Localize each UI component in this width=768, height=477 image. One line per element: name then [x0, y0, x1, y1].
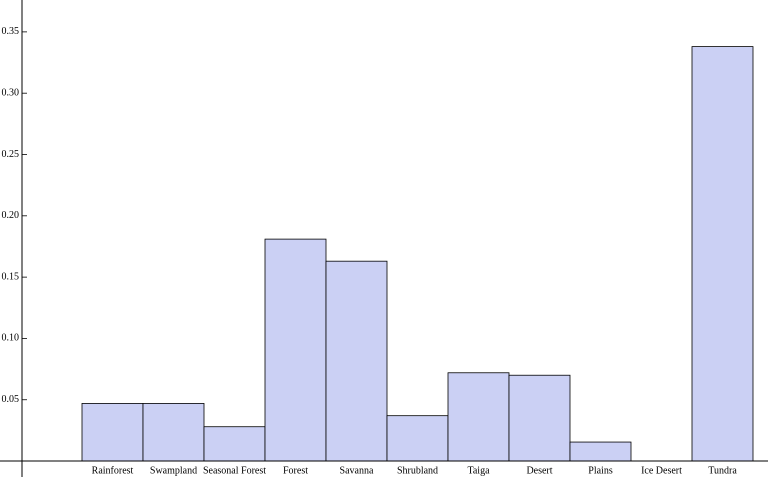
x-tick-label: Taiga	[467, 465, 490, 476]
y-tick-label: 0.25	[2, 149, 20, 160]
y-tick-label: 0.30	[2, 87, 20, 98]
x-tick-label: Ice Desert	[641, 465, 682, 476]
y-tick-label: 0.05	[2, 394, 20, 405]
x-tick-label: Plains	[588, 465, 613, 476]
x-tick-label: Swampland	[150, 465, 197, 476]
bar	[264, 238, 327, 462]
bar	[508, 374, 571, 462]
bar	[691, 46, 754, 462]
bar	[142, 403, 205, 462]
x-tick-label: Tundra	[708, 465, 737, 476]
bar	[81, 403, 144, 462]
bar	[325, 260, 388, 462]
bar	[386, 415, 449, 462]
y-tick-label: 0.10	[2, 333, 20, 344]
x-tick-label: Forest	[283, 465, 308, 476]
x-tick-label: Shrubland	[397, 465, 438, 476]
y-tick-label: 0.15	[2, 271, 20, 282]
x-tick-label: Rainforest	[92, 465, 134, 476]
x-tick-label: Desert	[526, 465, 552, 476]
y-tick-label: 0.20	[2, 210, 20, 221]
bar	[447, 372, 510, 462]
x-tick-label: Savanna	[340, 465, 374, 476]
bar	[569, 441, 632, 462]
y-tick-label: 0.35	[2, 26, 20, 37]
bar	[203, 426, 266, 462]
x-tick-label: Seasonal Forest	[203, 465, 266, 476]
